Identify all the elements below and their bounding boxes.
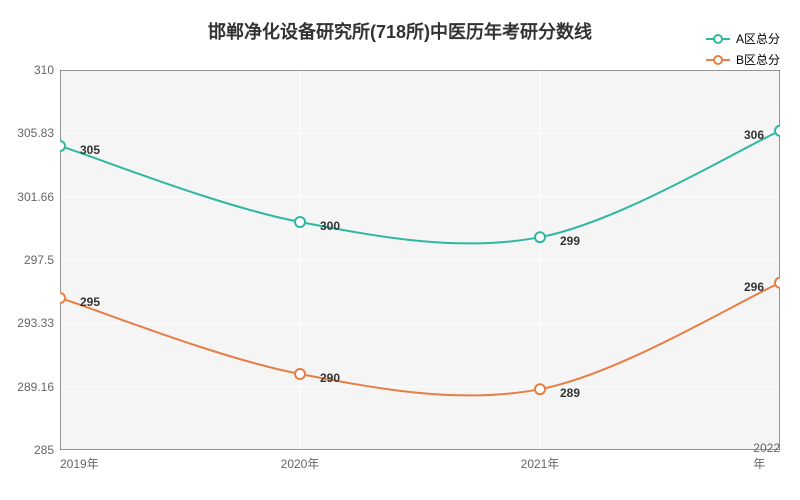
y-tick-label: 305.83 (17, 126, 54, 140)
y-tick-label: 301.66 (17, 190, 54, 204)
x-tick-label: 2021年 (521, 455, 560, 472)
chart-container: 邯郸净化设备研究所(718所)中医历年考研分数线 A区总分 B区总分 28528… (0, 0, 800, 500)
x-tick-label: 2019年 (60, 455, 99, 472)
legend-label-a: A区总分 (736, 30, 780, 47)
legend-item-a: A区总分 (706, 30, 780, 47)
legend-item-b: B区总分 (706, 51, 780, 68)
data-label: 295 (78, 295, 102, 309)
data-label: 306 (742, 128, 766, 142)
data-label: 299 (558, 234, 582, 248)
y-tick-label: 310 (34, 63, 54, 77)
legend-label-b: B区总分 (736, 51, 780, 68)
chart-title: 邯郸净化设备研究所(718所)中医历年考研分数线 (208, 18, 592, 44)
legend-swatch-b (706, 59, 730, 61)
data-label: 289 (558, 386, 582, 400)
data-label: 300 (318, 219, 342, 233)
data-label: 296 (742, 280, 766, 294)
legend: A区总分 B区总分 (706, 30, 780, 72)
data-label: 305 (78, 143, 102, 157)
y-tick-label: 297.5 (24, 253, 54, 267)
y-tick-label: 293.33 (17, 316, 54, 330)
legend-swatch-a (706, 38, 730, 40)
y-tick-label: 285 (34, 443, 54, 457)
x-tick-label: 2022年 (753, 441, 780, 472)
plot-svg (60, 70, 780, 450)
plot-area: 285289.16293.33297.5301.66305.833102019年… (60, 70, 780, 450)
x-tick-label: 2020年 (281, 455, 320, 472)
y-tick-label: 289.16 (17, 380, 54, 394)
data-label: 290 (318, 371, 342, 385)
